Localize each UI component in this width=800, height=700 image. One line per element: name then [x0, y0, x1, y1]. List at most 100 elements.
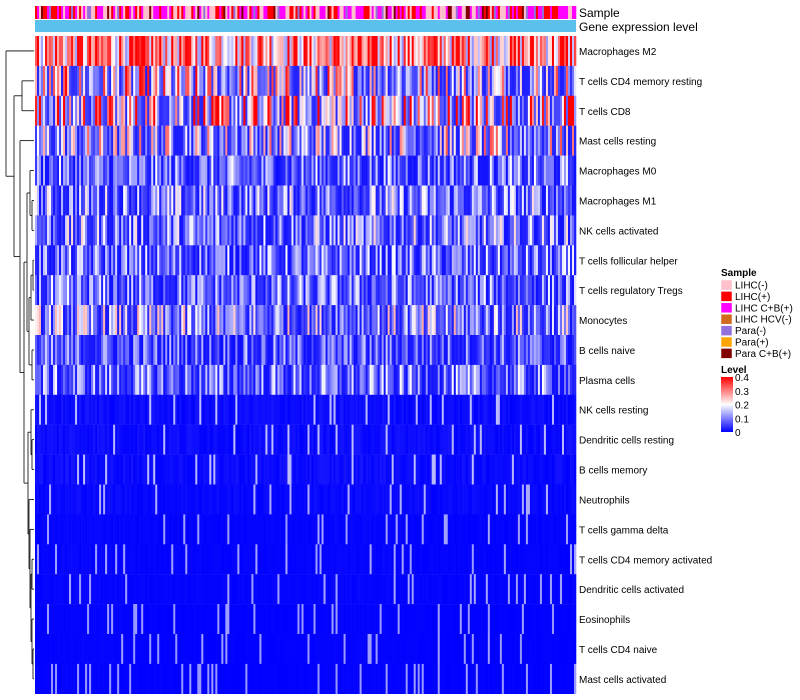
heatmap-cell — [223, 95, 226, 126]
heatmap-cell — [155, 95, 158, 126]
heatmap-cell — [295, 95, 298, 126]
heatmap-cell — [301, 514, 304, 545]
heatmap-cell — [393, 305, 396, 336]
heatmap-cell — [83, 305, 86, 336]
heatmap-cell — [37, 514, 40, 545]
heatmap-cell — [495, 245, 499, 276]
heatmap-cell — [317, 484, 320, 515]
heatmap-cell — [395, 95, 398, 126]
heatmap-cell — [301, 394, 304, 425]
heatmap-cell — [375, 394, 378, 425]
heatmap-cell — [395, 125, 398, 156]
heatmap-cell — [503, 36, 507, 67]
heatmap-cell — [317, 424, 320, 455]
heatmap-cell — [83, 245, 86, 276]
heatmap-cell — [141, 215, 144, 246]
heatmap-cell — [51, 454, 54, 485]
heatmap-cell — [231, 155, 234, 186]
sample-cell — [313, 6, 316, 19]
heatmap-cell — [433, 65, 437, 96]
heatmap-cell — [227, 424, 230, 455]
heatmap-cell — [455, 484, 459, 515]
heatmap-cell — [559, 305, 563, 336]
heatmap-cell — [211, 185, 214, 216]
sample-cell — [567, 6, 571, 19]
heatmap-cell — [153, 155, 156, 186]
heatmap-cell — [223, 364, 226, 395]
heatmap-cell — [495, 275, 499, 306]
heatmap-cell — [277, 215, 280, 246]
heatmap-cell — [85, 454, 88, 485]
heatmap-cell — [85, 65, 88, 96]
heatmap-cell — [407, 36, 410, 67]
heatmap-cell — [285, 65, 288, 96]
sample-cell — [229, 6, 232, 19]
heatmap-cell — [311, 305, 314, 336]
heatmap-cell — [91, 245, 94, 276]
heatmap-cell — [253, 155, 256, 186]
heatmap-cell — [103, 514, 106, 545]
heatmap-cell — [371, 275, 374, 306]
heatmap-cell — [521, 215, 525, 246]
heatmap-cell — [275, 305, 278, 336]
heatmap-cell — [425, 514, 429, 545]
heatmap-cell — [265, 514, 268, 545]
heatmap-cell — [315, 454, 318, 485]
heatmap-cell — [307, 335, 310, 366]
heatmap-cell — [553, 65, 557, 96]
heatmap-cell — [305, 95, 308, 126]
heatmap-cell — [499, 65, 503, 96]
heatmap-cell — [47, 36, 50, 67]
heatmap-cell — [259, 514, 262, 545]
heatmap-cell — [333, 424, 336, 455]
heatmap-cell — [561, 185, 565, 216]
heatmap-cell — [105, 125, 108, 156]
heatmap-cell — [511, 95, 515, 126]
heatmap-cell — [243, 95, 246, 126]
heatmap-cell — [339, 125, 342, 156]
heatmap-cell — [411, 305, 414, 336]
heatmap-cell — [295, 65, 298, 96]
heatmap-cell — [397, 305, 400, 336]
heatmap-cell — [65, 95, 68, 126]
heatmap-cell — [471, 394, 475, 425]
sample-cell — [289, 6, 292, 19]
sample-cell — [531, 6, 535, 19]
heatmap-cell — [545, 364, 549, 395]
heatmap-cell — [123, 424, 126, 455]
heatmap-cell — [533, 185, 537, 216]
heatmap-cell — [529, 95, 533, 126]
heatmap-cell — [263, 125, 266, 156]
heatmap-cell — [557, 36, 561, 67]
heatmap-cell — [197, 424, 200, 455]
heatmap-cell — [545, 484, 549, 515]
heatmap-cell — [237, 155, 240, 186]
heatmap-cell — [409, 514, 412, 545]
heatmap-cell — [461, 275, 465, 306]
heatmap-cell — [267, 424, 270, 455]
heatmap-cell — [113, 275, 116, 306]
heatmap-cell — [111, 215, 114, 246]
heatmap-cell — [203, 335, 206, 366]
heatmap-cell — [89, 454, 92, 485]
heatmap-cell — [235, 185, 238, 216]
heatmap-cell — [373, 36, 376, 67]
heatmap-cell — [125, 514, 128, 545]
heatmap-cell — [411, 125, 414, 156]
heatmap-cell — [515, 514, 519, 545]
heatmap-cell — [121, 215, 124, 246]
heatmap-cell — [301, 215, 304, 246]
heatmap-cell — [475, 335, 479, 366]
heatmap-cell — [471, 125, 475, 156]
heatmap-cell — [245, 335, 248, 366]
heatmap-cell — [469, 305, 473, 336]
heatmap-cell — [97, 454, 100, 485]
sample-cell — [133, 6, 136, 19]
heatmap-cell — [525, 65, 529, 96]
gene-expression-annotation-track — [35, 20, 576, 32]
heatmap-cell — [447, 65, 451, 96]
heatmap-cell — [491, 245, 495, 276]
heatmap-cell — [41, 454, 44, 485]
heatmap-cell — [105, 65, 108, 96]
heatmap-cell — [269, 514, 272, 545]
